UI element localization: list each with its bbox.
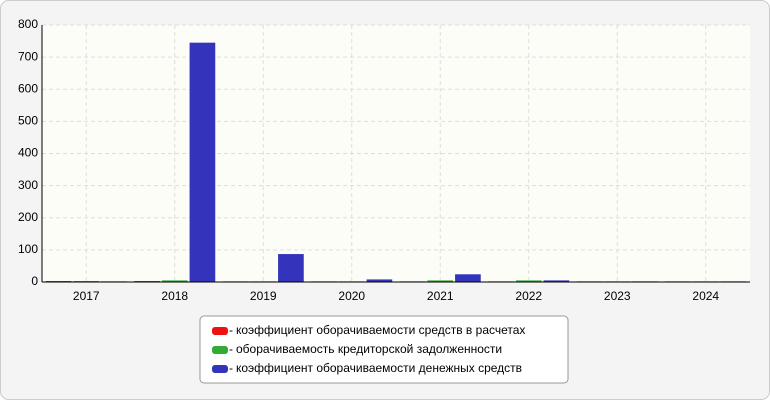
bar (189, 42, 216, 283)
y-tick-label: 600 (18, 81, 38, 95)
x-tick-label: 2019 (250, 289, 277, 303)
y-tick-label: 100 (18, 242, 38, 256)
y-tick-label: 300 (18, 178, 38, 192)
bar (515, 280, 542, 282)
x-tick-label: 2021 (427, 289, 454, 303)
x-tick-label: 2018 (161, 289, 188, 303)
x-tick-label: 2017 (73, 289, 100, 303)
y-tick-label: 800 (18, 17, 38, 31)
x-tick-label: 2022 (515, 289, 542, 303)
y-tick-label: 200 (18, 210, 38, 224)
bar (161, 280, 188, 282)
bar (278, 254, 304, 282)
x-tick-label: 2024 (692, 289, 719, 303)
x-tick-label: 2020 (338, 289, 365, 303)
legend-dash: - (229, 342, 233, 356)
legend-swatch (212, 365, 228, 373)
y-tick-label: 700 (18, 49, 38, 63)
legend (199, 315, 569, 384)
legend-label: коэффициент оборачиваемости денежных сре… (236, 361, 522, 375)
legend-dash: - (229, 361, 233, 375)
y-tick-label: 0 (31, 274, 38, 288)
bar (366, 279, 393, 282)
legend-dash: - (229, 323, 233, 337)
legend-label: коэффициент оборачиваемости средств в ра… (236, 323, 525, 337)
legend-swatch (212, 327, 228, 335)
legend-swatch (212, 346, 228, 354)
bar (427, 280, 454, 282)
x-tick-label: 2023 (604, 289, 631, 303)
y-tick-label: 500 (18, 114, 38, 128)
y-tick-label: 400 (18, 146, 38, 160)
legend-label: оборачиваемость кредиторской задолженнос… (236, 342, 502, 356)
bar (543, 280, 570, 282)
bar (455, 274, 481, 282)
